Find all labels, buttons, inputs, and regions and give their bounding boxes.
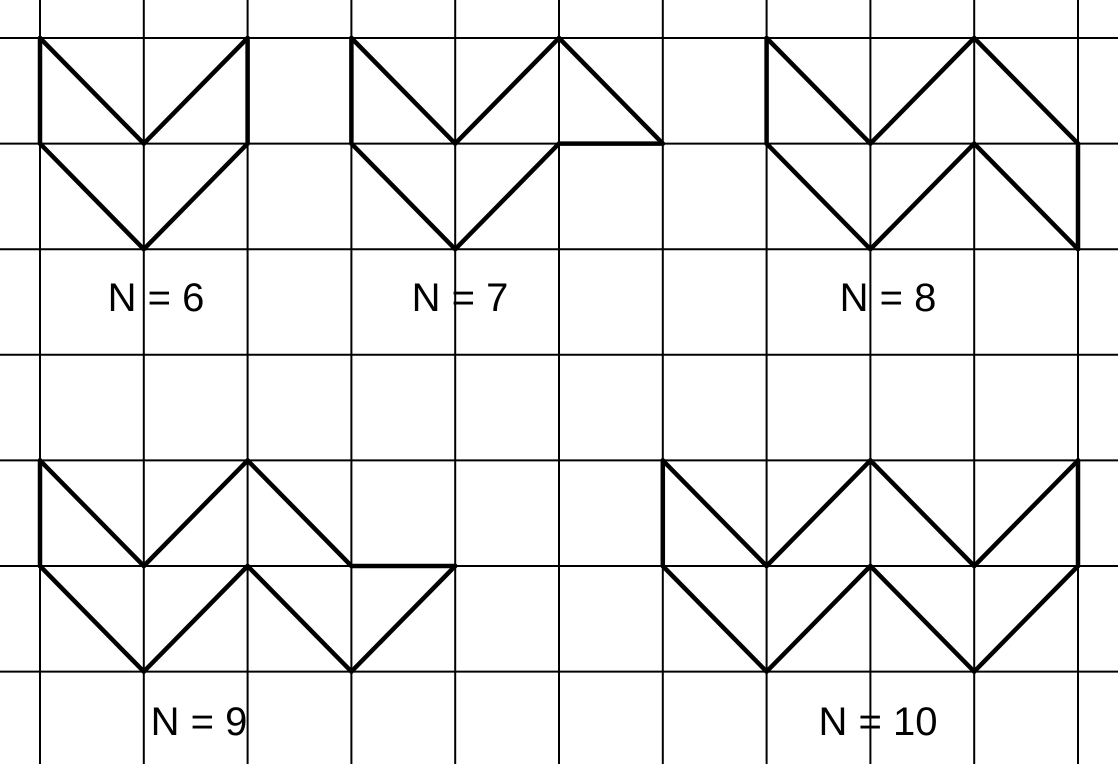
figure-segment bbox=[141, 458, 250, 569]
figure-label-n8: N = 8 bbox=[839, 276, 937, 320]
figure-segment bbox=[37, 141, 147, 252]
figure-segment bbox=[556, 35, 666, 146]
figure-segment bbox=[349, 35, 458, 146]
figure-segment bbox=[660, 563, 769, 674]
figure-label-n10: N = 10 bbox=[818, 700, 938, 744]
figure-segment bbox=[971, 563, 1081, 674]
figure-n7 bbox=[349, 35, 666, 252]
figure-segment bbox=[245, 458, 354, 569]
figure-segment bbox=[37, 458, 147, 569]
figure-n8 bbox=[764, 35, 1081, 252]
figure-segment bbox=[37, 563, 147, 674]
figure-segment bbox=[971, 35, 1081, 146]
figure-segment bbox=[452, 35, 562, 146]
figure-n9 bbox=[37, 458, 458, 674]
figure-n6 bbox=[37, 35, 250, 252]
figure-segment bbox=[349, 141, 458, 252]
figure-segment bbox=[868, 35, 977, 146]
figure-segment bbox=[452, 141, 562, 252]
figure-segment bbox=[349, 563, 458, 674]
figure-segment bbox=[141, 35, 250, 146]
figure-label-n9: N = 9 bbox=[150, 700, 248, 744]
figure-segment bbox=[764, 141, 873, 252]
figure-segment bbox=[868, 563, 977, 674]
figure-segment bbox=[971, 458, 1081, 569]
figure-segment bbox=[764, 563, 873, 674]
figure-segment bbox=[141, 563, 250, 674]
figure-segment bbox=[660, 458, 769, 569]
zigzag-figures bbox=[37, 35, 1081, 674]
figure-segment bbox=[245, 563, 354, 674]
figure-segment bbox=[868, 141, 977, 252]
figure-segment bbox=[971, 141, 1081, 252]
figure-segment bbox=[141, 141, 250, 252]
figure-label-n7: N = 7 bbox=[411, 276, 509, 320]
figure-segment bbox=[764, 458, 873, 569]
figure-segment bbox=[37, 35, 147, 146]
figure-segment bbox=[868, 458, 977, 569]
figure-n10 bbox=[660, 458, 1081, 674]
figure-label-n6: N = 6 bbox=[107, 276, 205, 320]
figure-segment bbox=[764, 35, 873, 146]
